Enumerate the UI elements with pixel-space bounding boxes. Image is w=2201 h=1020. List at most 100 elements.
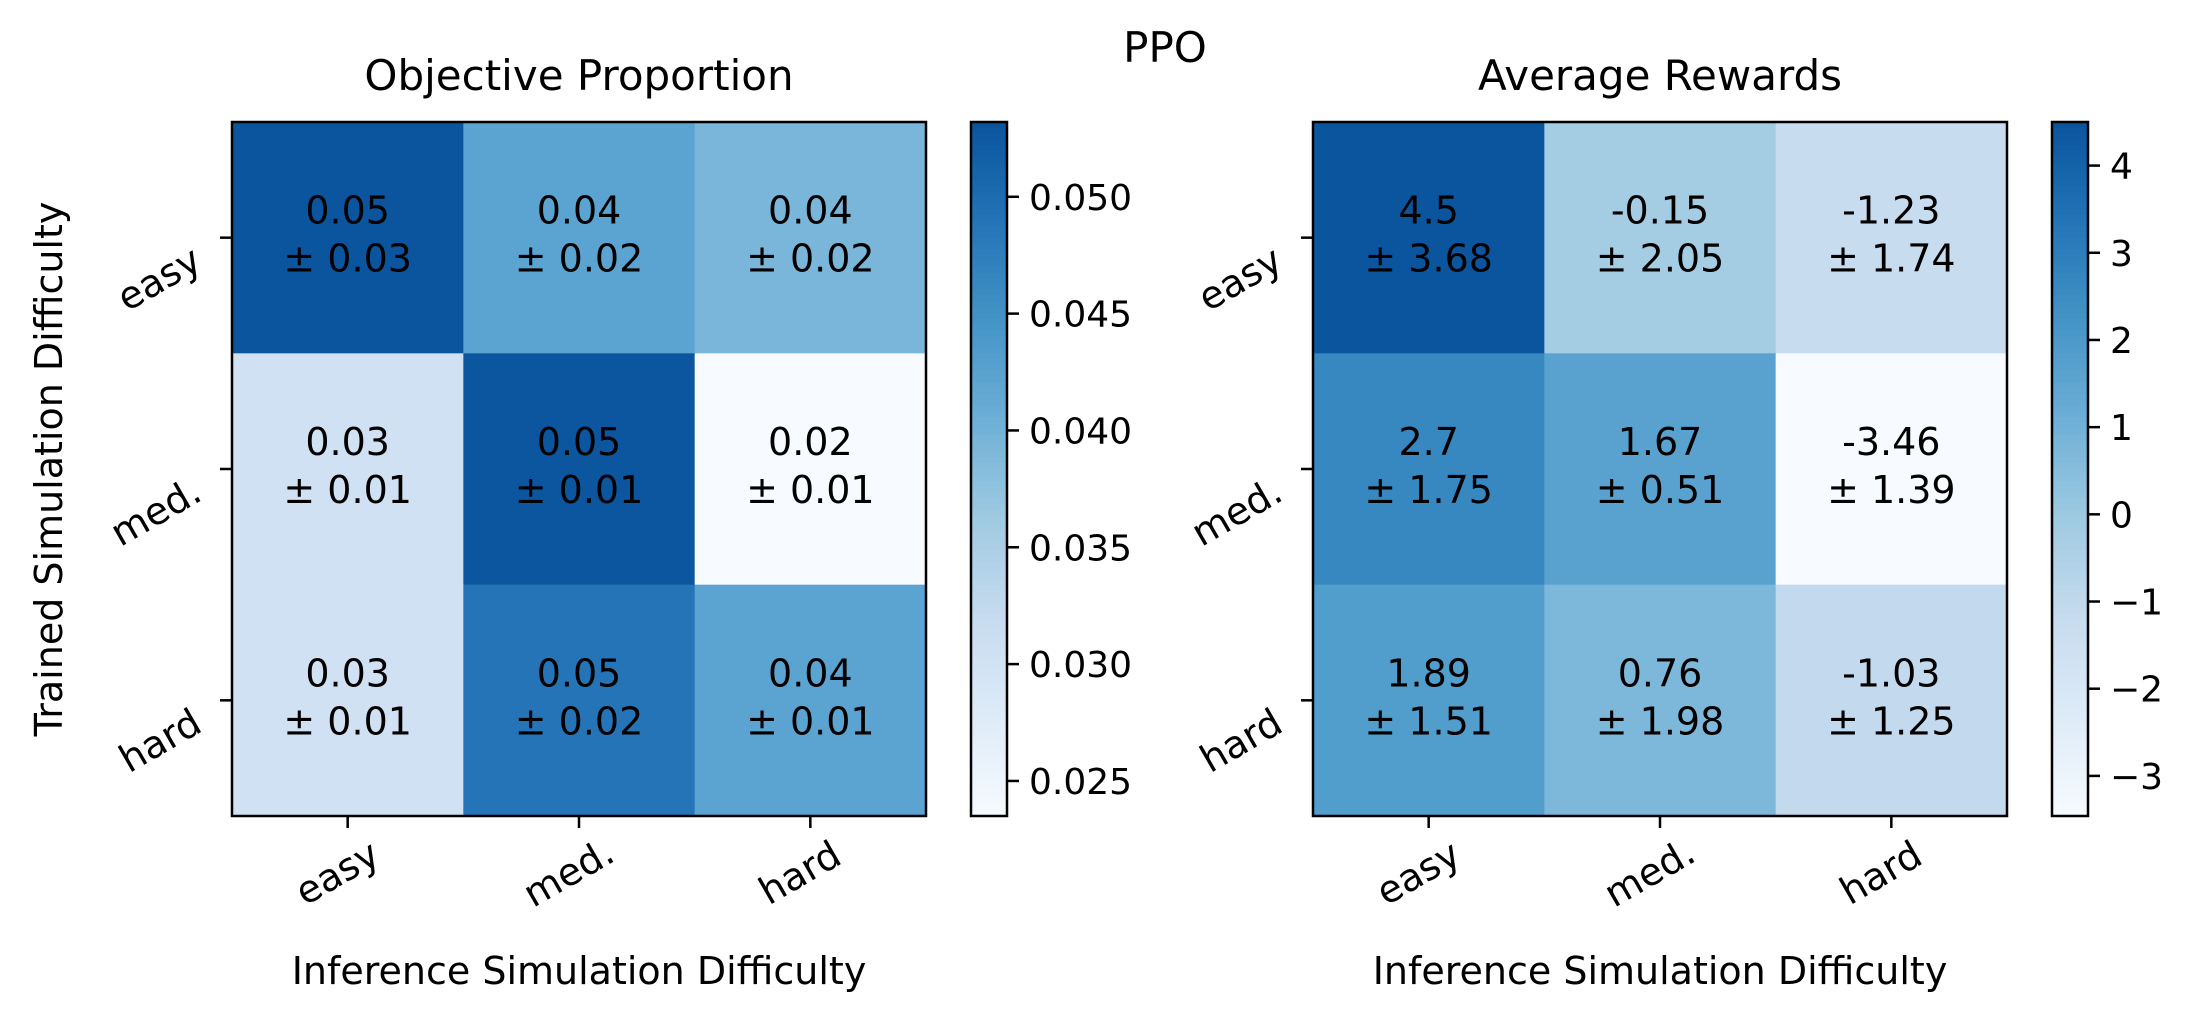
colorbar-segment [2052,735,2088,742]
heatmap-title: Average Rewards [1478,51,1842,100]
colorbar-segment [971,706,1007,713]
colorbar-segment [2052,382,2088,389]
colorbar-segment [2052,706,2088,713]
colorbar-segment [971,469,1007,476]
colorbar-segment [971,307,1007,314]
colorbar-segment [971,214,1007,221]
colorbar-segment [2052,202,2088,210]
colorbar-segment [2052,630,2088,638]
colorbar-segment [2052,150,2088,158]
colorbar-segment [971,671,1007,678]
cell-value-label: -1.23 [1842,189,1940,233]
colorbar-segment [2052,492,2088,499]
colorbar-segment [971,480,1007,487]
colorbar-segment [2052,226,2088,233]
x-tick-label: easy [288,831,387,914]
colorbar-segment [971,162,1007,169]
x-tick-label: hard [1832,832,1929,913]
colorbar-segment [2052,162,2088,169]
colorbar-segment [971,775,1007,782]
colorbar-segment [2052,416,2088,424]
colorbar-segment [2052,208,2088,216]
colorbar-segment [971,532,1007,539]
colorbar-segment [971,474,1007,482]
colorbar-segment [2052,654,2088,661]
colorbar-segment [2052,399,2088,406]
colorbar-segment [2052,122,2088,129]
colorbar-segment [971,370,1007,378]
colorbar-segment [971,677,1007,684]
cell-error-label: ± 3.68 [1364,237,1493,281]
heatmap-cell [1775,122,2008,354]
colorbar-segment [2052,555,2088,563]
colorbar-tick-label: 0.030 [1029,645,1132,686]
colorbar-segment [971,422,1007,430]
colorbar-tick-label: 0.045 [1029,295,1132,336]
colorbar-segment [2052,174,2088,181]
cell-error-label: ± 0.03 [283,237,412,281]
colorbar-segment [2052,711,2088,719]
cell-value-label: 0.04 [768,189,853,233]
colorbar-segment [971,636,1007,644]
colorbar-segment [971,341,1007,349]
colorbar-segment [2052,810,2088,817]
colorbar-segment [971,226,1007,233]
colorbar-segment [971,289,1007,297]
colorbar-segment [2052,214,2088,221]
colorbar-segment [971,769,1007,777]
colorbar-segment [2052,781,2088,788]
colorbar-segment [971,515,1007,522]
cell-error-label: ± 0.02 [515,237,644,281]
colorbar-segment [971,359,1007,366]
colorbar-frame [969,120,1009,818]
colorbar-segment [971,798,1007,806]
colorbar-segment [2052,445,2088,453]
heatmap-cell [463,353,696,586]
colorbar-segment [971,723,1007,730]
colorbar-segment [971,150,1007,158]
y-tick-label: easy [109,237,208,320]
colorbar-segment [971,700,1007,707]
colorbar-segment [2052,798,2088,806]
colorbar-segment [971,735,1007,742]
heatmap-cell [463,584,696,817]
colorbar-segment [2052,792,2088,800]
colorbar-segment [971,364,1007,372]
colorbar-segment [2052,168,2088,175]
colorbar-segment [971,139,1007,146]
colorbar-segment [971,763,1007,771]
colorbar-segment [2052,613,2088,620]
heatmap-cell [1313,122,1545,354]
y-tick-label: med. [103,469,209,555]
colorbar-tick-label: 2 [2110,321,2133,362]
colorbar-segment [2052,509,2088,516]
colorbar-segment [971,688,1007,696]
figure-suptitle: PPO [1123,23,1207,72]
colorbar-segment [971,526,1007,534]
colorbar-segment [2052,249,2088,256]
colorbar-segment [971,549,1007,557]
colorbar-segment [971,393,1007,401]
colorbar-segment [971,492,1007,499]
cell-value-label: 1.89 [1386,651,1471,695]
colorbar-segment [2052,573,2088,580]
colorbar-segment [971,237,1007,245]
colorbar-segment [2052,133,2088,140]
colorbar-segment [2052,619,2088,626]
colorbar-segment [2052,191,2088,198]
colorbar-segment [971,445,1007,453]
cell-error-label: ± 0.01 [283,699,412,743]
colorbar-segment [971,434,1007,441]
colorbar-segment [971,168,1007,175]
colorbar-segment [2052,266,2088,273]
colorbar-segment [971,792,1007,800]
colorbar-segment [2052,526,2088,534]
colorbar-segment [2052,503,2088,511]
cell-value-label: 4.5 [1398,189,1458,233]
colorbar-segment [971,463,1007,470]
colorbar-segment [2052,220,2088,227]
y-tick-label: hard [1193,700,1290,781]
colorbar-segment [2052,388,2088,395]
colorbar-segment [971,717,1007,725]
colorbar-segment [2052,197,2088,204]
